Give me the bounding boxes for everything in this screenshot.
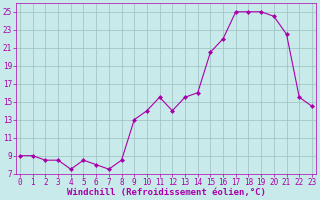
X-axis label: Windchill (Refroidissement éolien,°C): Windchill (Refroidissement éolien,°C) [67,188,265,197]
